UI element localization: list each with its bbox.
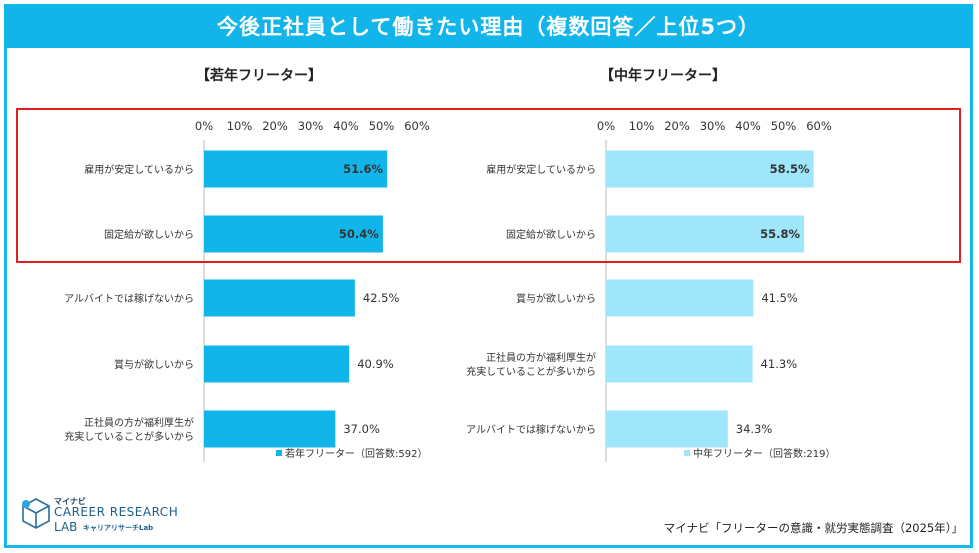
middle-tick-label: 0% (597, 119, 615, 133)
highlight-box (16, 108, 961, 263)
young-data-label: 40.9% (357, 357, 394, 371)
young-tick-label: 60% (404, 119, 430, 133)
young-tick-label: 50% (369, 119, 395, 133)
middle-data-label: 41.5% (761, 291, 798, 305)
middle-data-label: 34.3% (736, 422, 773, 436)
middle-tick-label: 30% (700, 119, 726, 133)
middle-tick-label: 40% (735, 119, 761, 133)
middle-data-label: 41.3% (761, 357, 798, 371)
middle-tick-label: 20% (664, 119, 690, 133)
young-data-label: 50.4% (339, 227, 379, 241)
young-bar (204, 150, 388, 188)
young-tick-label: 40% (333, 119, 359, 133)
young-category-label: 正社員の方が福利厚生が (84, 416, 194, 429)
middle-data-label: 55.8% (760, 227, 800, 241)
middle-category-label: アルバイトでは稼げないから (466, 424, 596, 436)
young-category-label: 賞与が欲しいから (114, 358, 194, 371)
young-data-label: 51.6% (343, 162, 383, 176)
middle-legend-label: 中年フリーター（回答数:219） (693, 447, 835, 460)
logo-sub2-text: キャリアリサーチLab (83, 524, 154, 532)
young-bar (204, 410, 336, 448)
middle-bar (606, 345, 753, 383)
logo-main-text: CAREER RESEARCH (54, 505, 179, 519)
middle-category-label: 雇用が安定しているから (486, 163, 596, 176)
young-tick-label: 0% (195, 119, 213, 133)
logo-cube-icon (22, 498, 50, 529)
middle-bar (606, 410, 728, 448)
young-bar (204, 279, 355, 317)
middle-tick-label: 10% (629, 119, 655, 133)
middle-bar (606, 279, 754, 317)
young-panel-title: 【若年フリーター】 (196, 68, 322, 84)
outer-frame (4, 4, 973, 548)
middle-category-label: 固定給が欲しいから (506, 228, 596, 241)
source-note: マイナビ「フリーターの意識・就労実態調査（2025年）」 (663, 521, 963, 535)
middle-legend-swatch (684, 450, 690, 456)
logo-top-text: マイナビ (54, 497, 86, 506)
young-tick-label: 10% (227, 119, 253, 133)
middle-bar (606, 215, 805, 253)
middle-data-label: 58.5% (770, 162, 810, 176)
young-data-label: 37.0% (343, 422, 380, 436)
young-legend-swatch (276, 450, 282, 456)
middle-panel-title: 【中年フリーター】 (600, 68, 726, 84)
middle-category-label: 賞与が欲しいから (516, 292, 596, 305)
young-tick-label: 20% (262, 119, 288, 133)
middle-bar (606, 150, 814, 188)
logo: マイナビ CAREER RESEARCH LAB キャリアリサーチLab (20, 496, 190, 536)
middle-category-label: 正社員の方が福利厚生が (486, 351, 596, 364)
young-category-label: 充実していることが多いから (64, 430, 194, 443)
young-bar (204, 215, 383, 253)
young-category-label: アルバイトでは稼げないから (64, 293, 194, 305)
middle-category-label: 充実していることが多いから (466, 365, 596, 378)
middle-tick-label: 60% (806, 119, 832, 133)
young-tick-label: 30% (298, 119, 324, 133)
young-legend-label: 若年フリーター（回答数:592） (285, 447, 427, 460)
middle-tick-label: 50% (771, 119, 797, 133)
young-category-label: 固定給が欲しいから (104, 228, 194, 241)
young-data-label: 42.5% (363, 291, 400, 305)
young-bar (204, 345, 350, 383)
young-category-label: 雇用が安定しているから (84, 163, 194, 176)
page-title: 今後正社員として働きたい理由（複数回答／上位5つ） (4, 4, 973, 48)
logo-sub-text: LAB (54, 520, 78, 534)
